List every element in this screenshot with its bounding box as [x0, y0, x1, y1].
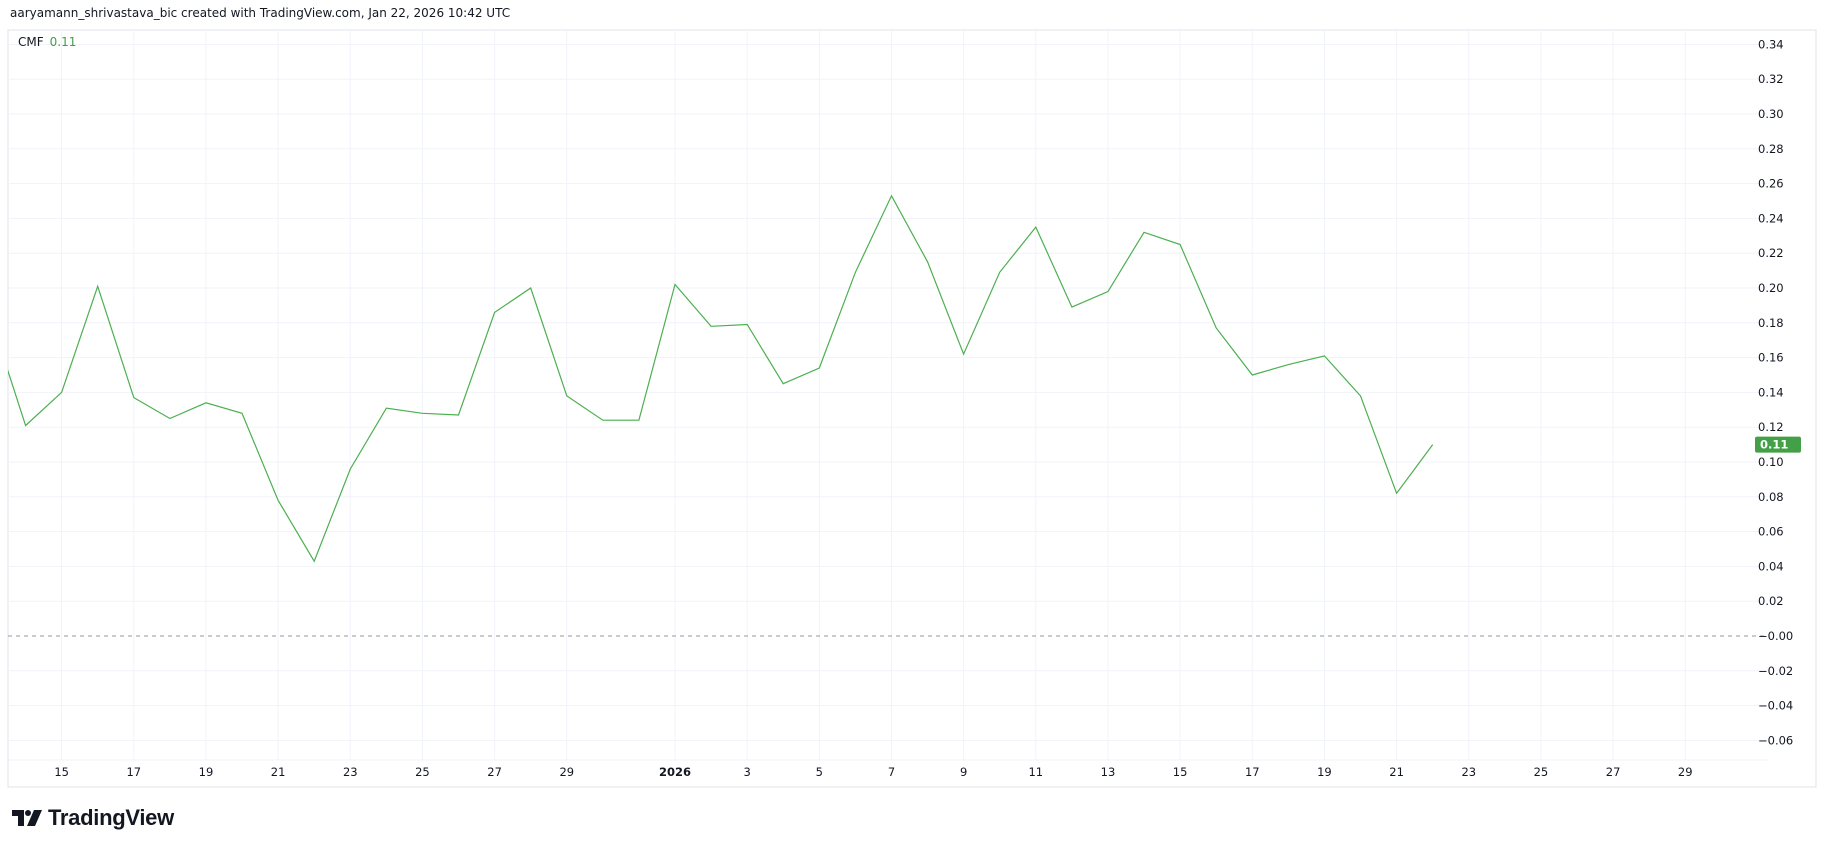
- x-tick-label: 7: [888, 765, 895, 779]
- chart-attribution: aaryamann_shrivastava_bic created with T…: [10, 6, 511, 20]
- tradingview-logo-text: TradingView: [48, 805, 174, 830]
- y-tick-label: 0.04: [1758, 559, 1784, 573]
- x-tick-label: 23: [1461, 765, 1476, 779]
- tradingview-logo-icon: [12, 810, 42, 826]
- y-axis[interactable]: 0.34 0.32 0.30 0.28 0.26 0.24 0.22 0.20 0.18 0.16…: [1758, 37, 1793, 747]
- y-tick-label: 0.28: [1758, 142, 1784, 156]
- x-tick-label: 17: [126, 765, 141, 779]
- x-tick-label: 27: [1606, 765, 1621, 779]
- x-tick-label: 25: [415, 765, 430, 779]
- x-tick-label: 21: [271, 765, 286, 779]
- x-tick-label: 5: [816, 765, 823, 779]
- grid-lines: [8, 30, 1767, 760]
- y-tick-label: 0.10: [1758, 455, 1784, 469]
- last-value-badge-bg: [1755, 436, 1801, 453]
- y-tick-label: 0.02: [1758, 594, 1784, 608]
- indicator-value: 0.11: [49, 35, 77, 49]
- x-tick-label: 17: [1245, 765, 1260, 779]
- y-tick-label: 0.18: [1758, 316, 1784, 330]
- x-tick-label: 29: [559, 765, 574, 779]
- cmf-series-line: [8, 194, 1434, 563]
- x-tick-label: 25: [1534, 765, 1549, 779]
- y-tick-label: 0.32: [1758, 72, 1784, 86]
- y-tick-label: 0.14: [1758, 385, 1784, 399]
- x-tick-label: 15: [1173, 765, 1188, 779]
- x-tick-label: 9: [960, 765, 967, 779]
- x-tick-label: 27: [487, 765, 502, 779]
- x-tick-label: 3: [743, 765, 750, 779]
- chart-frame: [7, 29, 1817, 788]
- indicator-legend[interactable]: CMF 0.11: [18, 35, 76, 49]
- y-tick-label: 0.34: [1758, 37, 1784, 51]
- y-tick-label: 0.26: [1758, 177, 1784, 191]
- y-tick-label: −0.00: [1758, 629, 1793, 643]
- last-value-badge: 0.11: [1755, 436, 1801, 453]
- x-axis[interactable]: 15 17 19 21 23 25 27 29 2026 3 5 7 9 11 13 15 17 19 21 23 25…: [54, 765, 1692, 779]
- y-tick-label: 0.12: [1758, 420, 1784, 434]
- y-tick-label: −0.04: [1758, 699, 1793, 713]
- x-tick-label: 21: [1389, 765, 1404, 779]
- y-tick-label: −0.06: [1758, 733, 1793, 747]
- x-tick-label: 19: [199, 765, 214, 779]
- x-tick-label: 2026: [659, 765, 691, 779]
- x-tick-label: 29: [1678, 765, 1693, 779]
- y-tick-label: 0.22: [1758, 246, 1784, 260]
- tradingview-logo[interactable]: TradingView: [12, 805, 174, 831]
- x-tick-label: 23: [343, 765, 358, 779]
- y-tick-label: 0.20: [1758, 281, 1784, 295]
- y-tick-label: 0.06: [1758, 525, 1784, 539]
- x-tick-label: 19: [1317, 765, 1332, 779]
- y-tick-label: 0.08: [1758, 490, 1784, 504]
- y-tick-label: −0.02: [1758, 664, 1793, 678]
- y-tick-label: 0.24: [1758, 211, 1784, 225]
- last-value-badge-text: 0.11: [1760, 438, 1788, 452]
- x-tick-label: 15: [54, 765, 69, 779]
- y-tick-label: 0.16: [1758, 351, 1784, 365]
- y-tick-label: 0.30: [1758, 107, 1784, 121]
- indicator-name: CMF: [18, 35, 44, 49]
- x-tick-label: 13: [1101, 765, 1116, 779]
- x-tick-label: 11: [1028, 765, 1043, 779]
